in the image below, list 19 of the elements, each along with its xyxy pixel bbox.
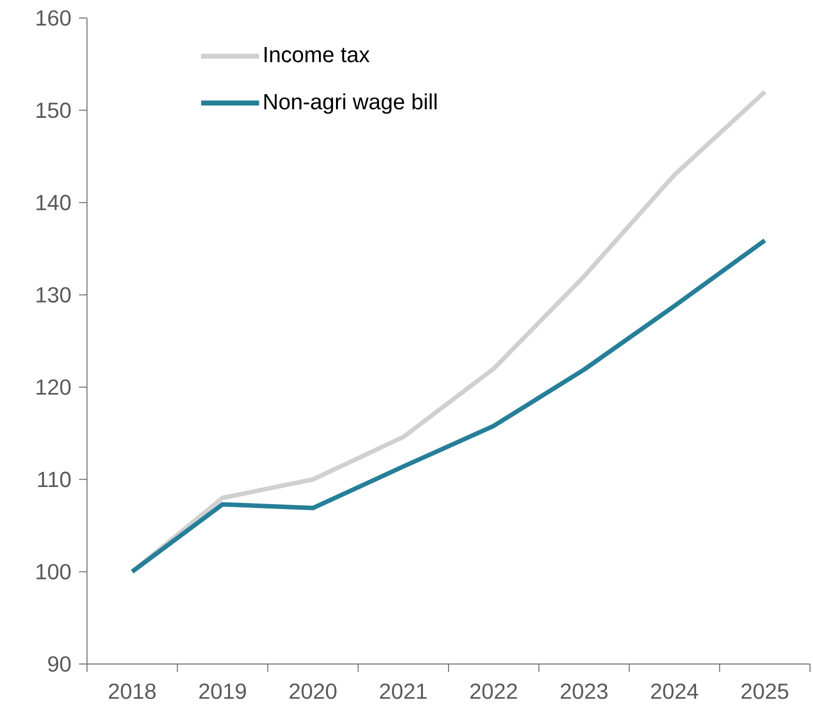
y-tick-label: 160 bbox=[36, 10, 71, 26]
legend-label: Non-agri wage bill bbox=[264, 93, 437, 114]
line-series bbox=[130, 238, 768, 574]
y-tick-label: 110 bbox=[38, 472, 71, 488]
x-tick-label: 2022 bbox=[470, 683, 517, 700]
x-tick-label: 2018 bbox=[108, 683, 156, 700]
y-tick-label: 150 bbox=[36, 102, 71, 118]
x-tick-label: 2019 bbox=[199, 683, 246, 700]
y-tick-label: 100 bbox=[36, 564, 71, 580]
legend-label: Income tax bbox=[264, 47, 370, 62]
x-tick-label: 2024 bbox=[651, 683, 698, 700]
y-tick-label: 130 bbox=[36, 287, 71, 303]
y-tick-label: 90 bbox=[48, 656, 71, 672]
y-tick-label: 140 bbox=[36, 194, 71, 210]
x-tick-label: 2021 bbox=[380, 683, 427, 700]
x-tick-label: 2020 bbox=[290, 683, 336, 700]
x-tick-label: 2025 bbox=[742, 683, 788, 700]
y-tick-label: 120 bbox=[36, 379, 71, 395]
x-tick-label: 2023 bbox=[560, 683, 608, 700]
